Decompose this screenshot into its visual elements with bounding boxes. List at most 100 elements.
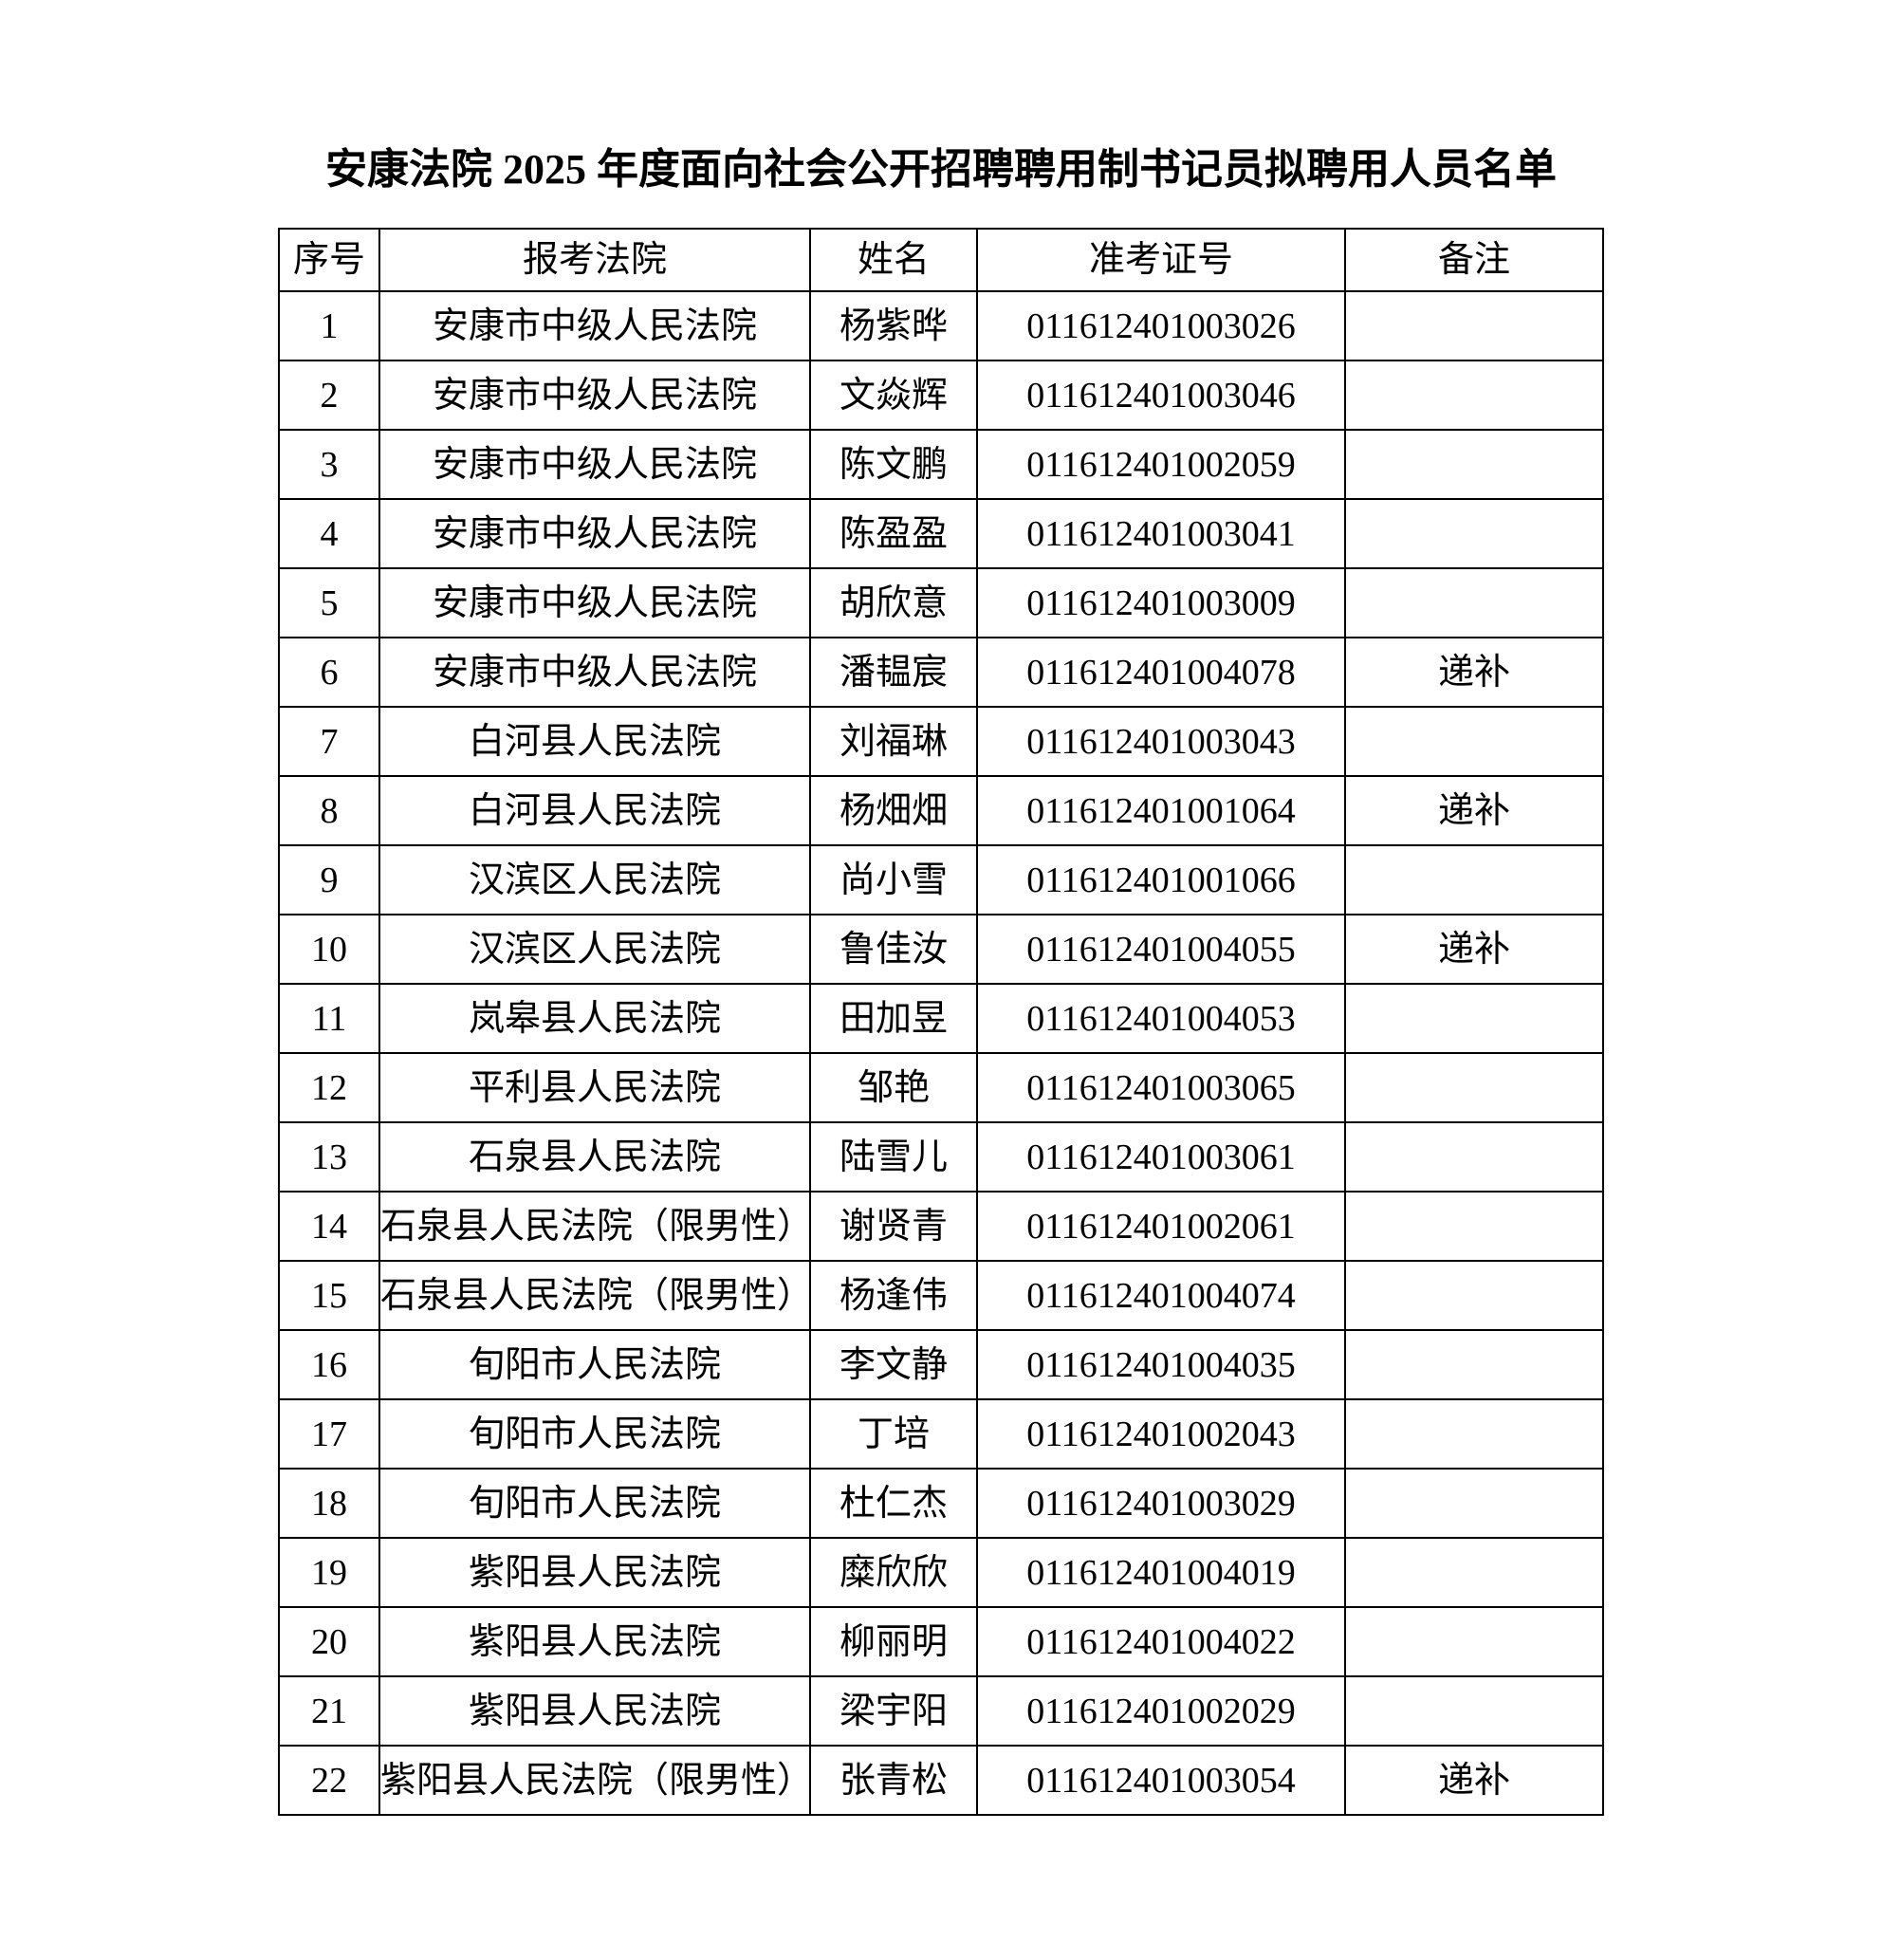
remark-cell (1344, 567, 1604, 638)
name-cell: 杨畑畑 (809, 775, 978, 846)
name-cell: 杨紫晔 (809, 290, 978, 361)
table-row: 20 紫阳县人民法院 柳丽明 011612401004022 (278, 1606, 1604, 1677)
remark-cell (1344, 706, 1604, 777)
table-row: 12 平利县人民法院 邹艳 011612401003065 (278, 1052, 1604, 1123)
ticket-cell: 011612401002043 (976, 1398, 1346, 1470)
court-cell: 汉滨区人民法院 (378, 844, 811, 915)
name-cell: 陈文鹏 (809, 429, 978, 500)
ticket-cell: 011612401004019 (976, 1537, 1346, 1608)
remark-cell (1344, 1537, 1604, 1608)
seq-cell: 3 (278, 429, 380, 500)
ticket-cell: 011612401003041 (976, 498, 1346, 569)
table-row: 1 安康市中级人民法院 杨紫晔 011612401003026 (278, 290, 1604, 361)
seq-cell: 11 (278, 983, 380, 1054)
table-row: 5 安康市中级人民法院 胡欣意 011612401003009 (278, 567, 1604, 638)
name-cell: 刘福琳 (809, 706, 978, 777)
table-row: 19 紫阳县人民法院 糜欣欣 011612401004019 (278, 1537, 1604, 1608)
table-row: 18 旬阳市人民法院 杜仁杰 011612401003029 (278, 1468, 1604, 1539)
ticket-cell: 011612401004022 (976, 1606, 1346, 1677)
table-row: 15 石泉县人民法院（限男性） 杨逢伟 011612401004074 (278, 1260, 1604, 1331)
seq-cell: 22 (278, 1745, 380, 1816)
table-row: 7 白河县人民法院 刘福琳 011612401003043 (278, 706, 1604, 777)
court-cell: 旬阳市人民法院 (378, 1329, 811, 1400)
seq-cell: 20 (278, 1606, 380, 1677)
court-cell: 紫阳县人民法院 (378, 1675, 811, 1747)
name-cell: 杨逢伟 (809, 1260, 978, 1331)
court-cell: 平利县人民法院 (378, 1052, 811, 1123)
remark-cell (1344, 290, 1604, 361)
court-cell: 白河县人民法院 (378, 706, 811, 777)
ticket-cell: 011612401004053 (976, 983, 1346, 1054)
seq-cell: 21 (278, 1675, 380, 1747)
name-cell: 张青松 (809, 1745, 978, 1816)
remark-cell (1344, 844, 1604, 915)
remark-cell (1344, 1052, 1604, 1123)
court-cell: 紫阳县人民法院（限男性） (378, 1745, 811, 1816)
court-cell: 岚皋县人民法院 (378, 983, 811, 1054)
ticket-cell: 011612401004055 (976, 914, 1346, 985)
column-header: 姓名 (809, 228, 978, 292)
remark-cell (1344, 1606, 1604, 1677)
table-row: 9 汉滨区人民法院 尚小雪 011612401001066 (278, 844, 1604, 915)
table-row: 2 安康市中级人民法院 文焱辉 011612401003046 (278, 360, 1604, 431)
remark-cell (1344, 360, 1604, 431)
name-cell: 田加昱 (809, 983, 978, 1054)
court-cell: 汉滨区人民法院 (378, 914, 811, 985)
seq-cell: 6 (278, 637, 380, 708)
name-cell: 李文静 (809, 1329, 978, 1400)
seq-cell: 19 (278, 1537, 380, 1608)
personnel-roster-table: 序号 报考法院 姓名 准考证号 备注 1 安康市中级人民法院 杨紫晔 011612401003… (278, 228, 1604, 1816)
table-row: 3 安康市中级人民法院 陈文鹏 011612401002059 (278, 429, 1604, 500)
table-body: 1 安康市中级人民法院 杨紫晔 011612401003026 2 安康市中级人民法院 文焱… (278, 290, 1604, 1816)
name-cell: 陈盈盈 (809, 498, 978, 569)
remark-cell (1344, 1260, 1604, 1331)
court-cell: 安康市中级人民法院 (378, 498, 811, 569)
column-header: 序号 (278, 228, 380, 292)
seq-cell: 7 (278, 706, 380, 777)
seq-cell: 10 (278, 914, 380, 985)
remark-cell (1344, 1398, 1604, 1470)
table-row: 8 白河县人民法院 杨畑畑 011612401001064 递补 (278, 775, 1604, 846)
ticket-cell: 011612401003065 (976, 1052, 1346, 1123)
remark-cell (1344, 983, 1604, 1054)
ticket-cell: 011612401004078 (976, 637, 1346, 708)
ticket-cell: 011612401003061 (976, 1121, 1346, 1193)
name-cell: 丁培 (809, 1398, 978, 1470)
name-cell: 潘韫宸 (809, 637, 978, 708)
table-row: 10 汉滨区人民法院 鲁佳汝 011612401004055 递补 (278, 914, 1604, 985)
ticket-cell: 011612401003026 (976, 290, 1346, 361)
remark-cell: 递补 (1344, 914, 1604, 985)
remark-cell (1344, 1191, 1604, 1262)
remark-cell: 递补 (1344, 637, 1604, 708)
name-cell: 邹艳 (809, 1052, 978, 1123)
remark-cell: 递补 (1344, 1745, 1604, 1816)
name-cell: 谢贤青 (809, 1191, 978, 1262)
court-cell: 石泉县人民法院 (378, 1121, 811, 1193)
name-cell: 胡欣意 (809, 567, 978, 638)
seq-cell: 9 (278, 844, 380, 915)
seq-cell: 12 (278, 1052, 380, 1123)
table-row: 14 石泉县人民法院（限男性） 谢贤青 011612401002061 (278, 1191, 1604, 1262)
court-cell: 安康市中级人民法院 (378, 567, 811, 638)
seq-cell: 15 (278, 1260, 380, 1331)
table-row: 11 岚皋县人民法院 田加昱 011612401004053 (278, 983, 1604, 1054)
ticket-cell: 011612401003009 (976, 567, 1346, 638)
ticket-cell: 011612401001064 (976, 775, 1346, 846)
court-cell: 旬阳市人民法院 (378, 1398, 811, 1470)
ticket-cell: 011612401002059 (976, 429, 1346, 500)
court-cell: 石泉县人民法院（限男性） (378, 1191, 811, 1262)
court-cell: 紫阳县人民法院 (378, 1606, 811, 1677)
table-row: 16 旬阳市人民法院 李文静 011612401004035 (278, 1329, 1604, 1400)
table-row: 17 旬阳市人民法院 丁培 011612401002043 (278, 1398, 1604, 1470)
court-cell: 白河县人民法院 (378, 775, 811, 846)
page-title: 安康法院 2025 年度面向社会公开招聘聘用制书记员拟聘用人员名单 (325, 146, 1557, 193)
seq-cell: 16 (278, 1329, 380, 1400)
remark-cell (1344, 1121, 1604, 1193)
ticket-cell: 011612401003029 (976, 1468, 1346, 1539)
name-cell: 尚小雪 (809, 844, 978, 915)
ticket-cell: 011612401003046 (976, 360, 1346, 431)
name-cell: 文焱辉 (809, 360, 978, 431)
table-row: 4 安康市中级人民法院 陈盈盈 011612401003041 (278, 498, 1604, 569)
remark-cell (1344, 498, 1604, 569)
seq-cell: 2 (278, 360, 380, 431)
